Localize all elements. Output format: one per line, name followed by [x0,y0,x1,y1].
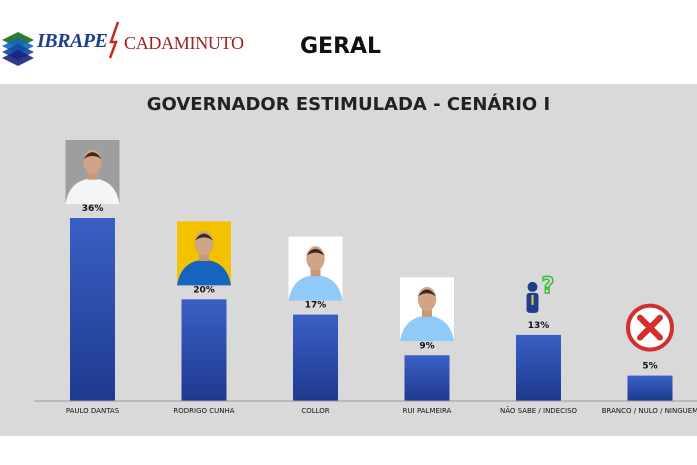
category-label-5: NÃO SABE / INDECISO [500,406,578,415]
value-label-6: 5% [642,362,657,372]
photo-hair [306,248,325,256]
bar-5 [516,334,561,401]
photo-hair [417,289,437,297]
value-label-1: 36% [82,204,104,214]
brand-ibrape: IBRAPE [37,30,108,52]
value-label-2: 20% [193,285,215,295]
photo-shirt [65,178,120,204]
photo-neck [422,306,432,317]
chart-title: GOVERNADOR ESTIMULADA - CENÁRIO I [146,94,551,115]
question-mark-icon: ? [542,274,555,299]
photo-shirt [400,315,454,342]
bar-6 [627,375,673,401]
photo-neck [310,266,321,277]
photo-hair [194,233,214,241]
photo-shirt [288,274,343,301]
photo-hair [83,152,102,160]
icon-tie [531,294,534,305]
icon-head [527,281,538,292]
category-label-4: RUI PALMEIRA [403,407,452,415]
red-x-icon [626,303,674,352]
category-label-1: PAULO DANTAS [66,407,120,415]
x-cross [637,314,663,341]
candidate-photo-3 [288,236,343,301]
bar-4 [404,355,450,401]
value-label-5: 13% [528,321,550,331]
bottom-band [0,436,697,465]
bar-2 [181,299,227,401]
question-person-icon: ? [526,273,555,313]
bar-3 [293,314,338,401]
category-label-2: RODRIGO CUNHA [173,407,234,415]
page-title: GERAL [300,34,382,59]
header: IBRAPE CADAMINUTO GERAL [0,0,697,84]
photo-shirt [177,259,231,286]
candidate-photo-4 [400,277,454,342]
photo-neck [87,169,98,180]
candidate-photo-2 [177,221,231,286]
bar-1 [70,218,115,401]
ibrape-logo-icon [2,32,34,66]
category-label-3: COLLOR [301,407,329,415]
value-label-4: 9% [419,341,434,351]
category-label-6: BRANCO / NULO / NINGUEM [602,407,697,415]
value-label-3: 17% [305,301,327,311]
photo-neck [199,250,209,262]
candidate-photo-1 [65,140,120,204]
brand-slash-icon [108,21,120,59]
brand-cadaminuto: CADAMINUTO [124,33,244,53]
